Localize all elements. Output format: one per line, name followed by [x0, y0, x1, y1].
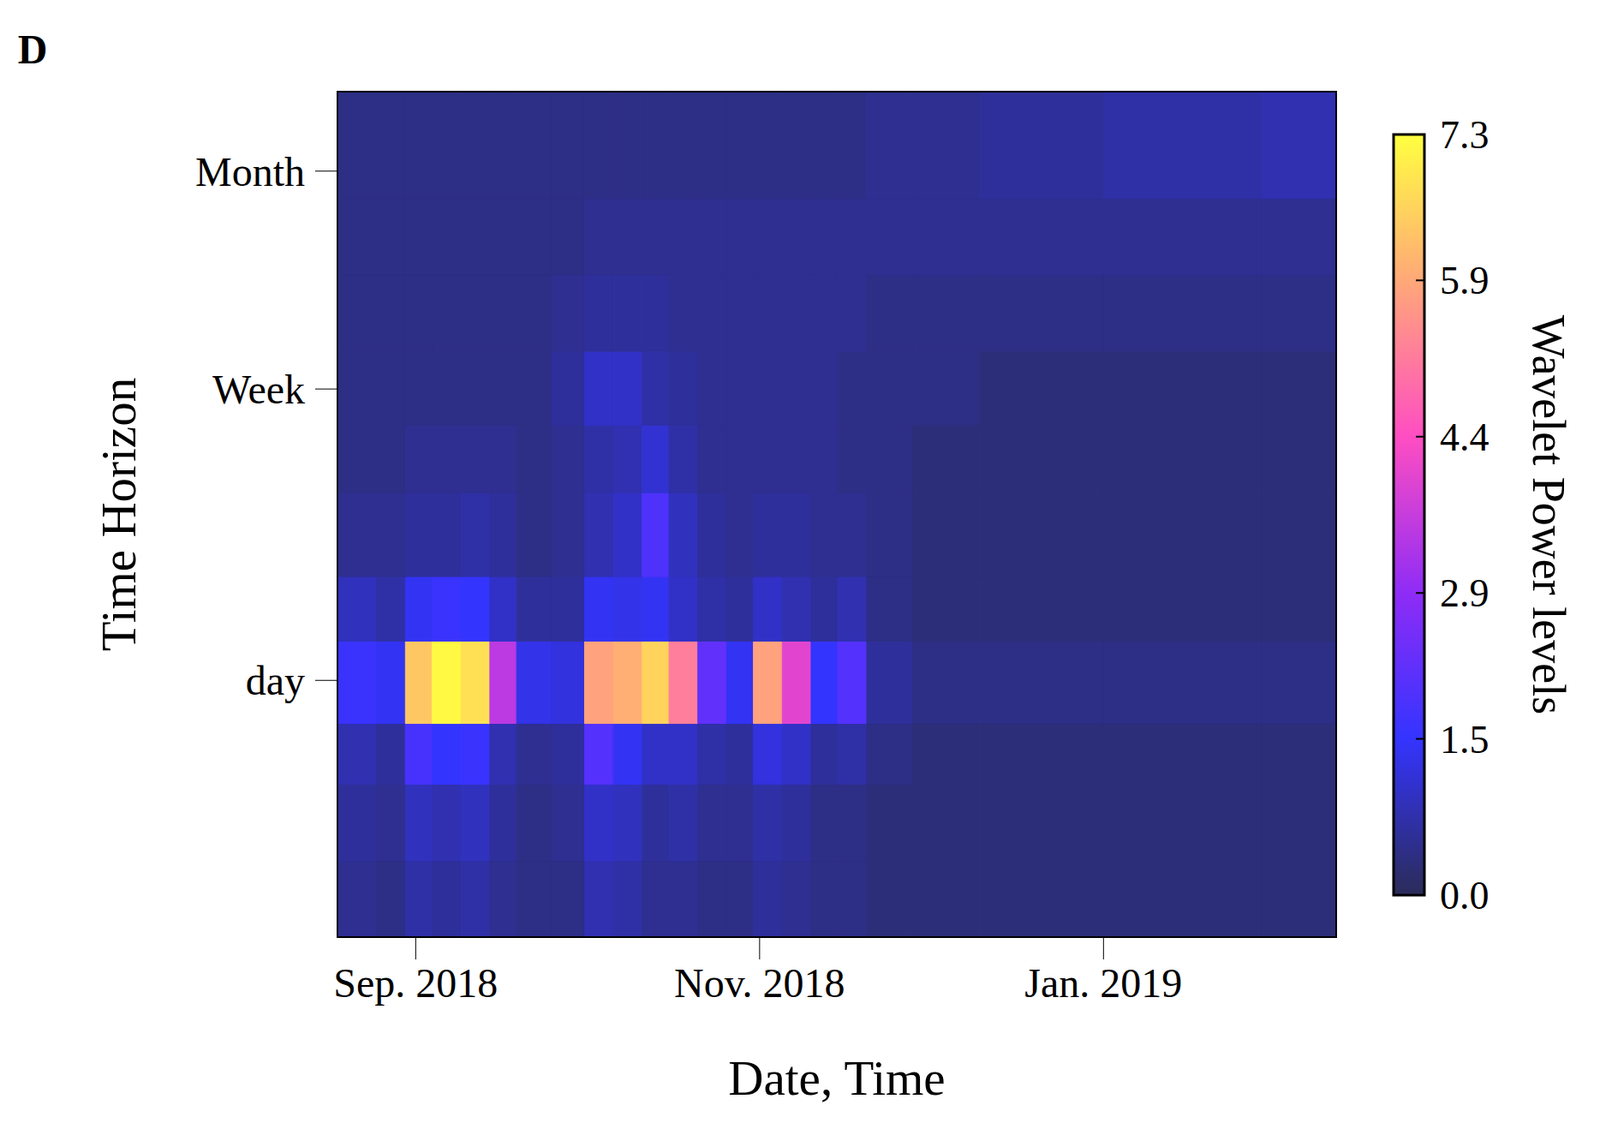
svg-text:Sep. 2018: Sep. 2018 [333, 960, 498, 1006]
svg-text:Time Horizon: Time Horizon [91, 377, 146, 651]
svg-text:0.0: 0.0 [1439, 873, 1490, 918]
svg-text:day: day [245, 657, 305, 704]
svg-text:4.4: 4.4 [1439, 415, 1490, 460]
svg-text:Month: Month [195, 149, 305, 195]
svg-text:Nov. 2018: Nov. 2018 [674, 960, 846, 1006]
svg-text:Week: Week [212, 366, 305, 412]
svg-text:2.9: 2.9 [1439, 571, 1490, 615]
svg-text:Date, Time: Date, Time [728, 1050, 945, 1105]
svg-text:5.9: 5.9 [1439, 258, 1490, 303]
svg-text:D: D [17, 26, 48, 72]
svg-text:1.5: 1.5 [1439, 717, 1490, 762]
svg-text:Jan. 2019: Jan. 2019 [1024, 960, 1183, 1006]
svg-text:Wavelet Power levels: Wavelet Power levels [1522, 315, 1575, 716]
svg-text:7.3: 7.3 [1439, 113, 1490, 157]
